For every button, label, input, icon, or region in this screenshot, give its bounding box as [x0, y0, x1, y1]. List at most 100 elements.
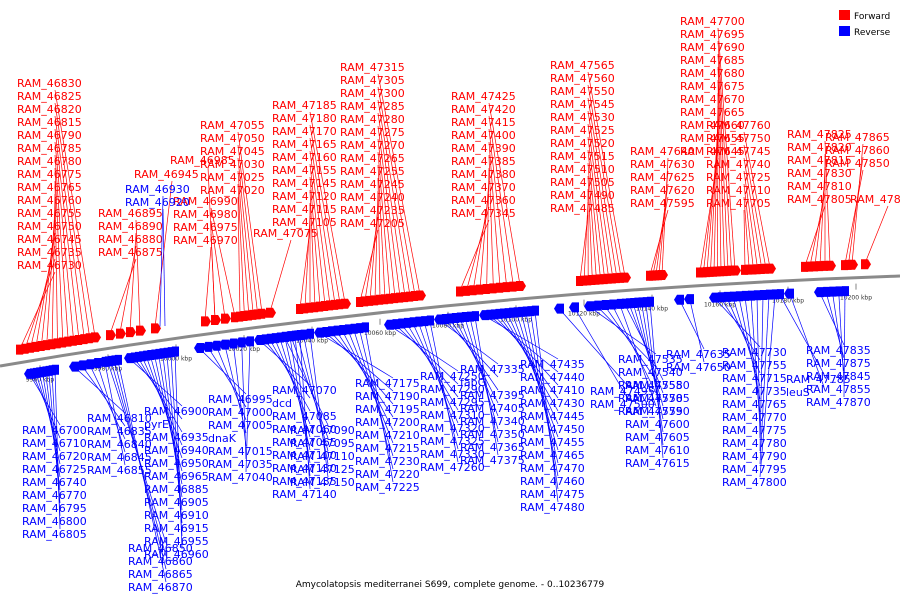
reverse-gene-label: RAM_47870: [806, 396, 871, 409]
forward-gene-label: RAM_47750: [706, 132, 771, 145]
forward-gene-label: RAM_47385: [451, 155, 516, 168]
reverse-gene-label: RAM_47200: [355, 416, 420, 429]
reverse-gene-leader: [330, 332, 394, 405]
forward-gene-leader: [237, 157, 254, 314]
forward-gene-arrow: [151, 323, 161, 334]
reverse-gene-arrow: [49, 364, 59, 375]
reverse-gene-arrow: [194, 343, 204, 354]
forward-gene-arrow: [221, 313, 231, 324]
forward-gene-leader: [587, 110, 614, 278]
forward-gene-label: RAM_47280: [340, 113, 405, 126]
forward-gene-label: RAM_47515: [550, 150, 615, 163]
forward-gene-label: RAM_47695: [680, 28, 745, 41]
kbp-tick-label: 10040 kbp: [296, 338, 328, 345]
forward-gene-label: RAM_47680: [680, 67, 745, 80]
forward-gene-arrow: [658, 269, 668, 280]
reverse-gene-arrow: [112, 354, 122, 365]
forward-gene-label: RAM_47595: [630, 197, 695, 210]
reverse-gene-arrow: [469, 311, 479, 322]
forward-gene-label: RAM_47245: [340, 178, 405, 191]
reverse-gene-leader: [82, 366, 126, 427]
forward-gene-label: RAM_46830: [17, 77, 82, 90]
forward-gene-label: RAM_47525: [550, 124, 615, 137]
forward-gene-label: RAM_47880: [850, 193, 900, 206]
forward-gene-label: RAM_46790: [17, 129, 82, 142]
reverse-gene-arrow: [84, 359, 94, 370]
reverse-gene-label: RAM_47430: [520, 397, 585, 410]
forward-gene-leader: [466, 206, 490, 290]
reverse-gene-leader: [726, 297, 761, 374]
reverse-gene-label: RAM_47225: [355, 481, 420, 494]
forward-gene-arrow: [621, 272, 631, 283]
forward-gene-leader: [488, 154, 494, 288]
reverse-gene-leader: [521, 312, 559, 464]
reverse-gene-leader: [29, 374, 61, 426]
reverse-gene-leader: [619, 304, 657, 407]
reverse-gene-label: RAM_47755: [722, 359, 787, 372]
forward-gene-leader: [119, 245, 137, 333]
reverse-gene-leader: [750, 296, 761, 426]
forward-gene-arrow: [136, 325, 146, 336]
forward-gene-label: RAM_47865: [825, 131, 890, 144]
reverse-gene-label: RAM_47065: [272, 436, 337, 449]
reverse-gene-leader: [325, 332, 394, 392]
forward-gene-leader: [377, 99, 411, 296]
forward-gene-label: RAM_47645: [680, 145, 745, 158]
forward-gene-leader: [54, 141, 74, 340]
forward-gene-label: RAM_47830: [787, 167, 852, 180]
forward-gene-arrow: [341, 298, 351, 309]
reverse-gene-label: RAM_47035: [208, 458, 273, 471]
forward-gene-leader: [587, 123, 609, 278]
reverse-gene-leader: [74, 367, 126, 414]
reverse-gene-leader: [104, 362, 126, 466]
forward-gene-leader: [488, 141, 501, 287]
forward-gene-leader: [587, 149, 601, 279]
forward-gene-leader: [661, 157, 669, 275]
reverse-gene-label: RAM_47040: [208, 471, 273, 484]
forward-gene-leader: [809, 192, 826, 266]
reverse-gene-label: fabG: [460, 376, 486, 389]
forward-gene-leader: [25, 258, 56, 348]
forward-gene-leader: [135, 219, 141, 330]
reverse-gene-leader: [789, 294, 825, 388]
forward-gene-label: RAM_47725: [706, 171, 771, 184]
forward-gene-leader: [54, 128, 80, 339]
reverse-gene-leader: [530, 312, 559, 490]
forward-gene-label: RAM_47240: [340, 191, 405, 204]
reverse-gene-label: RAM_47140: [272, 488, 337, 501]
forward-gene-label: RAM_46970: [173, 234, 238, 247]
reverse-gene-leader: [759, 295, 764, 452]
kbp-tick-label: 10020 kbp: [228, 346, 260, 353]
forward-gene-leader: [583, 201, 589, 280]
reverse-gene-arrow: [169, 346, 179, 357]
forward-gene-leader: [743, 131, 771, 268]
forward-gene-label: RAM_46785: [17, 142, 82, 155]
forward-gene-label: RAM_47300: [340, 87, 405, 100]
reverse-gene-arrow: [76, 360, 87, 371]
reverse-gene-leader: [604, 305, 657, 381]
reverse-gene-leader: [423, 322, 459, 450]
reverse-gene-leader: [597, 306, 657, 368]
reverse-gene-leader: [364, 328, 394, 483]
forward-gene-leader: [488, 115, 514, 286]
forward-gene-label: RAM_47185: [272, 99, 337, 112]
reverse-gene-label: RAM_47190: [355, 390, 420, 403]
reverse-gene-leader: [714, 298, 761, 348]
forward-gene-label: RAM_47270: [340, 139, 405, 152]
reverse-gene-label: RAM_46800: [22, 515, 87, 528]
forward-gene-leader: [851, 143, 864, 264]
forward-gene-label: RAM_47285: [340, 100, 405, 113]
forward-gene-label: RAM_46990: [173, 195, 238, 208]
forward-gene-label: RAM_47360: [451, 194, 516, 207]
forward-genes: RAM_46730RAM_46735RAM_46745RAM_46750RAM_…: [16, 15, 900, 355]
reverse-gene-arrow: [529, 305, 539, 316]
reverse-gene-label: RAM_47590: [625, 405, 690, 418]
forward-gene-leader: [587, 136, 605, 279]
reverse-gene-arrow: [244, 336, 254, 347]
forward-gene-leader: [717, 92, 719, 271]
reverse-gene-leader: [459, 318, 499, 417]
reverse-gene-label: RAM_46700: [22, 424, 87, 437]
reverse-gene-label: RAM_47835: [806, 344, 871, 357]
forward-gene-label: RAM_47510: [550, 163, 615, 176]
forward-gene-label: RAM_46755: [17, 207, 82, 220]
